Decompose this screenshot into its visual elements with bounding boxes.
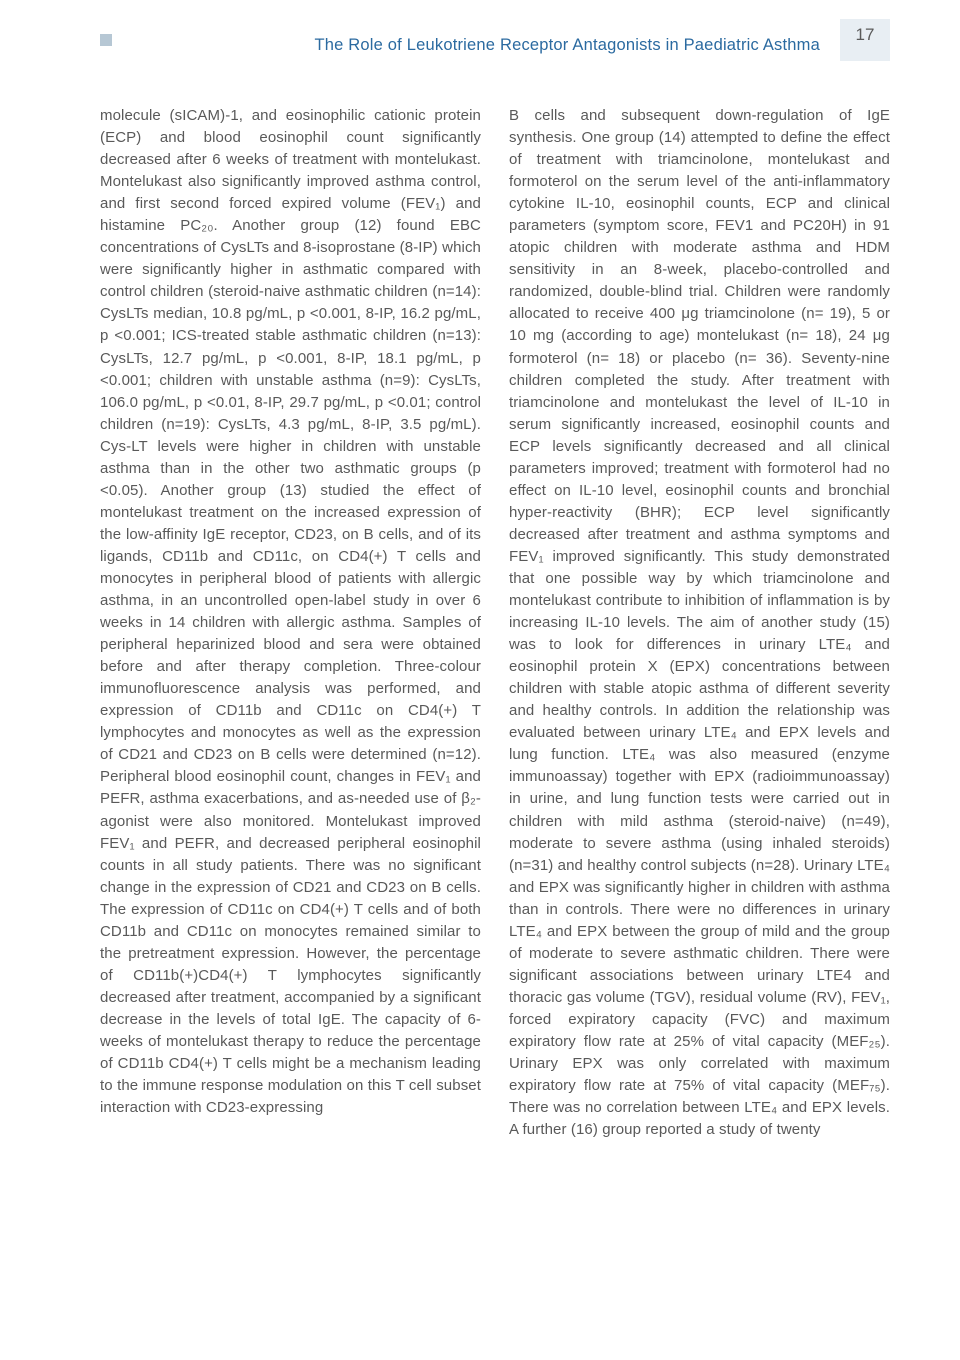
page-header: The Role of Leukotriene Receptor Antagon… <box>100 30 890 61</box>
right-column-text: B cells and subsequent down-regulation o… <box>509 105 890 1141</box>
page: The Role of Leukotriene Receptor Antagon… <box>0 0 960 1181</box>
header-title: The Role of Leukotriene Receptor Antagon… <box>314 36 820 55</box>
left-column-text: molecule (sICAM)-1, and eosinophilic cat… <box>100 105 481 1141</box>
header-marker-icon <box>100 34 112 46</box>
page-number: 17 <box>840 19 890 61</box>
body-columns: molecule (sICAM)-1, and eosinophilic cat… <box>100 105 890 1141</box>
